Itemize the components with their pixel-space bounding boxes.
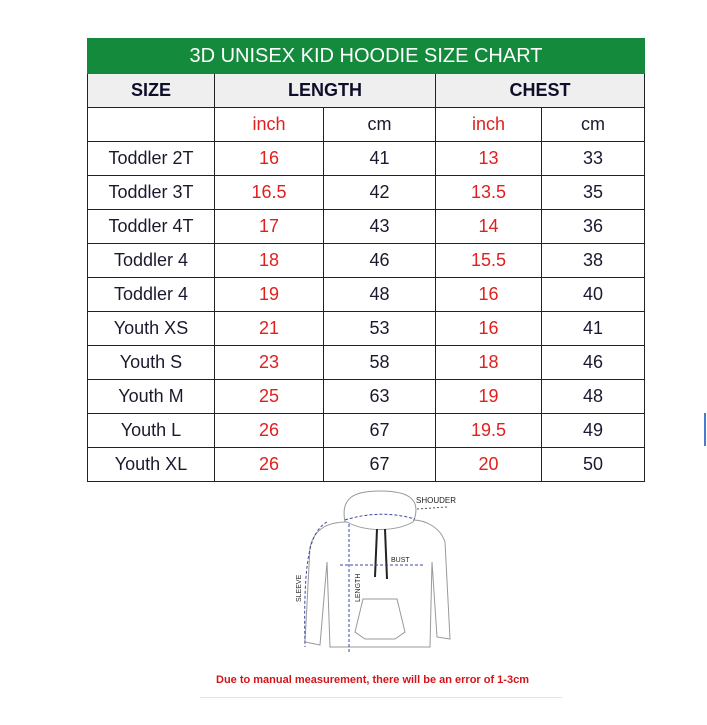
chest-cm-cell: 46 [541,345,645,380]
length-inch-cell: 23 [214,345,324,380]
chest-inch-cell: 19 [435,379,542,414]
chest-cm-cell: 50 [541,447,645,482]
table-row: Toddler 2T 16 41 13 33 [87,141,645,176]
length-cm-cell: 42 [323,175,436,210]
edge-marker [704,413,706,446]
chest-inch-cell: 18 [435,345,542,380]
chest-inch-cell: 15.5 [435,243,542,278]
chest-cm-cell: 35 [541,175,645,210]
size-cell: Youth XL [87,447,215,482]
header-size: SIZE [87,73,215,108]
length-cm-cell: 41 [323,141,436,176]
length-cm-cell: 53 [323,311,436,346]
table-row: Youth XS 21 53 16 41 [87,311,645,346]
chest-inch-cell: 16 [435,277,542,312]
table-row: Toddler 3T 16.5 42 13.5 35 [87,175,645,210]
length-inch-cell: 25 [214,379,324,414]
chest-inch-cell: 14 [435,209,542,244]
table-row: Toddler 4 19 48 16 40 [87,277,645,312]
chest-inch-cell: 16 [435,311,542,346]
chest-cm-cell: 38 [541,243,645,278]
sleeve-label: SLEEVE [296,574,303,602]
length-inch-cell: 26 [214,413,324,448]
size-cell: Toddler 4 [87,277,215,312]
length-cm-cell: 58 [323,345,436,380]
size-cell: Youth XS [87,311,215,346]
chest-inch-cell: 20 [435,447,542,482]
chest-cm-cell: 40 [541,277,645,312]
length-inch-cell: 17 [214,209,324,244]
length-inch-cell: 16.5 [214,175,324,210]
chart-title: 3D UNISEX KID HOODIE SIZE CHART [87,38,645,74]
chest-cm-cell: 41 [541,311,645,346]
blank-cell [87,107,215,142]
size-cell: Toddler 4T [87,209,215,244]
length-inch-cell: 21 [214,311,324,346]
size-cell: Youth S [87,345,215,380]
size-cell: Youth L [87,413,215,448]
unit-inch: inch [214,107,324,142]
size-cell: Toddler 2T [87,141,215,176]
header-length: LENGTH [214,73,436,108]
unit-cm: cm [541,107,645,142]
length-inch-cell: 19 [214,277,324,312]
chest-cm-cell: 48 [541,379,645,414]
table-row: Youth M 25 63 19 48 [87,379,645,414]
header-chest: CHEST [435,73,645,108]
unit-inch: inch [435,107,542,142]
table-row: Toddler 4T 17 43 14 36 [87,209,645,244]
hoodie-measurement-diagram: SHOUDER BUST LENGTH SLEEVE [296,490,456,652]
length-cm-cell: 67 [323,413,436,448]
length-cm-cell: 46 [323,243,436,278]
unit-cm: cm [323,107,436,142]
length-cm-cell: 63 [323,379,436,414]
size-cell: Youth M [87,379,215,414]
length-cm-cell: 48 [323,277,436,312]
divider [200,697,562,698]
chest-cm-cell: 49 [541,413,645,448]
chest-inch-cell: 13 [435,141,542,176]
chest-cm-cell: 36 [541,209,645,244]
length-inch-cell: 18 [214,243,324,278]
chest-inch-cell: 13.5 [435,175,542,210]
table-row: Toddler 4 18 46 15.5 38 [87,243,645,278]
measurement-note: Due to manual measurement, there will be… [216,674,529,686]
shoulder-label: SHOUDER [416,496,456,505]
chest-cm-cell: 33 [541,141,645,176]
table-row: Youth S 23 58 18 46 [87,345,645,380]
size-chart-table: 3D UNISEX KID HOODIE SIZE CHART SIZE LEN… [87,38,645,482]
bust-label: BUST [391,557,410,564]
length-cm-cell: 67 [323,447,436,482]
size-cell: Toddler 4 [87,243,215,278]
size-cell: Toddler 3T [87,175,215,210]
table-row: Youth L 26 67 19.5 49 [87,413,645,448]
length-inch-cell: 16 [214,141,324,176]
length-inch-cell: 26 [214,447,324,482]
length-cm-cell: 43 [323,209,436,244]
chest-inch-cell: 19.5 [435,413,542,448]
table-row: Youth XL 26 67 20 50 [87,447,645,482]
length-label: LENGTH [355,574,362,602]
